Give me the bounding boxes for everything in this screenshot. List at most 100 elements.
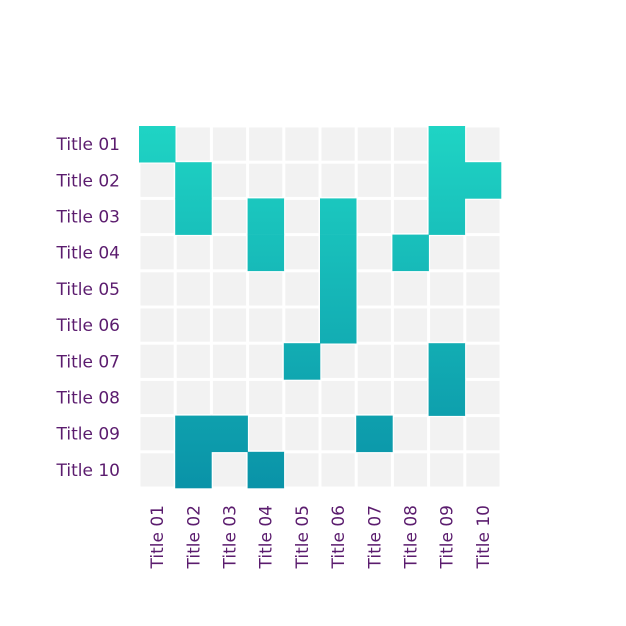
heatmap-cell-r4-c7 [357, 236, 391, 270]
heatmap-cell-r6-c7 [357, 308, 391, 342]
row-label: Title 03 [56, 208, 120, 228]
heatmap-cell-r9-c4 [249, 417, 283, 451]
heatmap-cell-r5-c3 [212, 272, 247, 306]
heatmap-cell-r7-c9 [428, 343, 466, 380]
heatmap-cell-r4-c2 [176, 236, 210, 270]
heatmap-cell-r9-c9 [430, 417, 464, 451]
heatmap-cell-r6-c4 [249, 308, 283, 342]
row-label: Title 02 [56, 171, 120, 191]
column-label: Title 09 [438, 505, 458, 569]
heatmap-cell-r6-c2 [176, 308, 210, 342]
heatmap-cell-r1-c5 [285, 127, 319, 161]
row-label: Title 06 [56, 316, 120, 336]
heatmap-cell-r5-c6 [320, 270, 357, 308]
heatmap-cell-r10-c3 [212, 453, 247, 487]
heatmap-cell-r4-c4 [247, 234, 285, 272]
heatmap-cell-r7-c1 [140, 344, 174, 378]
heatmap-cell-r4-c5 [285, 236, 319, 270]
heatmap-cell-r2-c9 [428, 162, 466, 199]
heatmap-cell-r1-c4 [249, 127, 283, 161]
heatmap-cell-r8-c5 [285, 380, 319, 415]
heatmap-cell-r6-c3 [212, 308, 247, 342]
heatmap-cell-r1-c9 [428, 126, 466, 163]
heatmap-cell-r4-c1 [140, 236, 174, 270]
heatmap-cell-r1-c6 [321, 127, 355, 161]
row-labels: Title 01 Title 02 Title 03 Title 04 Title 05… [56, 135, 120, 481]
heatmap-cell-r3-c4 [247, 198, 285, 235]
heatmap-cell-r1-c10 [466, 127, 500, 161]
row-label: Title 04 [56, 244, 120, 264]
row-label: Title 10 [56, 461, 120, 481]
heatmap-cell-r3-c7 [357, 199, 391, 234]
heatmap-cell-r8-c7 [357, 380, 391, 415]
heatmap-cell-r5-c9 [430, 272, 464, 306]
heatmap-cell-r1-c2 [176, 127, 210, 161]
heatmap-cell-r5-c8 [393, 272, 428, 306]
heatmap-cell-r7-c2 [176, 344, 210, 378]
column-label: Title 07 [365, 505, 385, 569]
heatmap-cell-r10-c2 [175, 451, 212, 489]
heatmap-cell-r7-c6 [321, 344, 355, 378]
heatmap-cell-r6-c6 [320, 307, 357, 344]
heatmap-cell-r8-c3 [212, 380, 247, 415]
heatmap-cell-r9-c5 [285, 417, 319, 451]
heatmap-cell-r1-c7 [357, 127, 391, 161]
heatmap-cell-r5-c1 [140, 272, 174, 306]
heatmap-cell-r7-c3 [212, 344, 247, 378]
heatmap-cell-r8-c6 [321, 380, 355, 415]
heatmap-cell-r7-c4 [249, 344, 283, 378]
heatmap-cell-r1-c1 [139, 126, 176, 163]
heatmap-cell-r2-c4 [249, 163, 283, 197]
heatmap-cell-r2-c7 [357, 163, 391, 197]
heatmap-cell-r3-c1 [140, 199, 174, 234]
heatmap-cell-r8-c2 [176, 380, 210, 415]
heatmap-cell-r10-c7 [357, 453, 391, 487]
heatmap-cell-r2-c10 [464, 162, 502, 199]
heatmap-cell-r4-c10 [466, 236, 500, 270]
heatmap-cell-r7-c7 [357, 344, 391, 378]
row-label: Title 09 [56, 425, 120, 445]
heatmap-cell-r10-c8 [393, 453, 428, 487]
heatmap-cell-r3-c8 [393, 199, 428, 234]
heatmap-cell-r4-c3 [212, 236, 247, 270]
heatmap-cell-r7-c5 [283, 343, 321, 380]
heatmap-cell-r3-c6 [320, 198, 357, 235]
heatmap-cell-r9-c2 [175, 415, 212, 453]
row-label: Title 07 [56, 352, 120, 372]
heatmap-cell-r6-c8 [393, 308, 428, 342]
heatmap-cell-r1-c8 [393, 127, 428, 161]
heatmap-cell-r5-c2 [176, 272, 210, 306]
heatmap-cell-r5-c4 [249, 272, 283, 306]
column-label: Title 08 [402, 505, 422, 569]
heatmap-cell-r9-c10 [466, 417, 500, 451]
row-label: Title 01 [56, 135, 120, 155]
heatmap-cell-r6-c9 [430, 308, 464, 342]
heatmap-cell-r7-c10 [466, 344, 500, 378]
heatmap-cell-r2-c8 [393, 163, 428, 197]
heatmap-cell-r4-c8 [392, 234, 429, 272]
heatmap-cell-r8-c1 [140, 380, 174, 415]
heatmap-cell-r2-c1 [140, 163, 174, 197]
heatmap-cell-r9-c8 [393, 417, 428, 451]
heatmap-cell-r9-c1 [140, 417, 174, 451]
column-label: Title 10 [474, 505, 494, 569]
column-label: Title 04 [257, 505, 277, 569]
heatmap-cell-r3-c2 [175, 198, 212, 235]
heatmap-cell-r10-c10 [466, 453, 500, 487]
column-label: Title 06 [329, 505, 349, 569]
heatmap-cell-r10-c4 [247, 451, 285, 489]
heatmap-cell-r6-c1 [140, 308, 174, 342]
heatmap-cell-r2-c5 [285, 163, 319, 197]
heatmap-cell-r5-c5 [285, 272, 319, 306]
column-label: Title 01 [148, 505, 168, 569]
column-labels: Title 01 Title 02 Title 03 Title 04 Title 05… [148, 505, 494, 569]
row-label: Title 08 [56, 389, 120, 409]
heatmap-cell-r10-c1 [140, 453, 174, 487]
heatmap-cell-r3-c3 [212, 199, 247, 234]
heatmap-cell-r5-c10 [466, 272, 500, 306]
heatmap-cell-r4-c9 [430, 236, 464, 270]
heatmap-cell-r3-c5 [285, 199, 319, 234]
heatmap-cell-r2-c3 [212, 163, 247, 197]
heatmap-cell-r9-c3 [211, 415, 248, 453]
